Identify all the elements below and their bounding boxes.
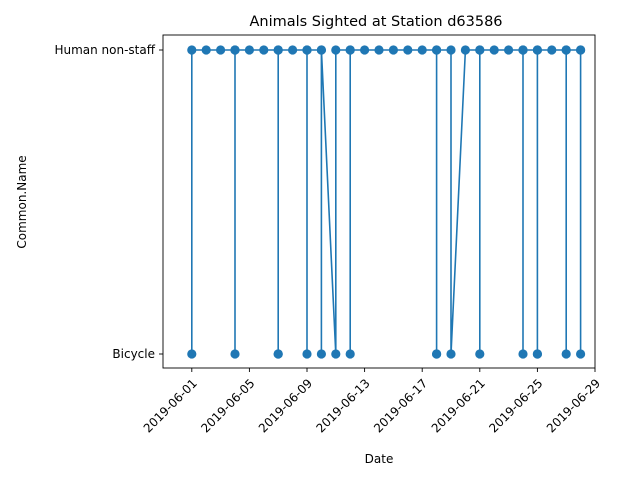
data-point	[331, 45, 341, 55]
data-point	[504, 45, 514, 55]
x-tick-label: 2019-06-25	[486, 376, 545, 435]
data-point	[460, 45, 470, 55]
x-tick-label: 2019-06-17	[371, 376, 430, 435]
x-tick-label: 2019-06-29	[544, 376, 603, 435]
data-point	[547, 45, 557, 55]
data-point	[187, 45, 197, 55]
data-point	[576, 349, 586, 359]
data-point	[561, 349, 571, 359]
data-point	[432, 349, 442, 359]
series-line	[191, 49, 582, 355]
plot-border	[162, 34, 596, 369]
data-point	[432, 45, 442, 55]
data-point	[475, 349, 485, 359]
data-point	[273, 349, 283, 359]
data-point	[316, 349, 326, 359]
x-tick-label: 2019-06-05	[198, 376, 257, 435]
y-axis-label: Common.Name	[15, 155, 29, 248]
chart-title: Animals Sighted at Station d63586	[249, 14, 502, 30]
data-point	[345, 349, 355, 359]
data-point	[388, 45, 398, 55]
data-point	[331, 349, 341, 359]
series-group	[187, 45, 586, 359]
x-tick-label: 2019-06-01	[141, 376, 200, 435]
data-point	[576, 45, 586, 55]
data-point	[230, 45, 240, 55]
data-point	[259, 45, 269, 55]
data-point	[302, 349, 312, 359]
data-point	[446, 45, 456, 55]
x-tick-label: 2019-06-13	[314, 376, 373, 435]
data-point	[374, 45, 384, 55]
data-point	[187, 349, 197, 359]
data-point	[316, 45, 326, 55]
data-point	[360, 45, 370, 55]
y-tick-label: Human non-staff	[54, 43, 155, 57]
y-tick-label: Bicycle	[112, 347, 155, 361]
data-point	[244, 45, 254, 55]
data-point	[288, 45, 298, 55]
x-axis-label: Date	[365, 452, 394, 466]
data-point	[518, 349, 528, 359]
data-point	[532, 45, 543, 55]
data-point	[489, 45, 499, 55]
data-point	[302, 45, 312, 55]
data-point	[561, 45, 571, 55]
y-tick-group: Bicycle Human non-staff	[54, 43, 163, 361]
x-tick-group: 2019-06-012019-06-052019-06-092019-06-13…	[141, 368, 603, 435]
data-point	[230, 349, 240, 359]
data-point	[475, 45, 485, 55]
data-point	[403, 45, 413, 55]
data-point	[417, 45, 427, 55]
x-tick-label: 2019-06-09	[256, 376, 315, 435]
plot-frame	[162, 34, 596, 369]
data-point	[345, 45, 355, 55]
data-point	[518, 45, 528, 55]
data-point	[216, 45, 226, 55]
data-point	[201, 45, 211, 55]
x-tick-label: 2019-06-21	[429, 376, 488, 435]
data-point	[532, 349, 543, 359]
data-point	[273, 45, 283, 55]
data-point	[446, 349, 456, 359]
